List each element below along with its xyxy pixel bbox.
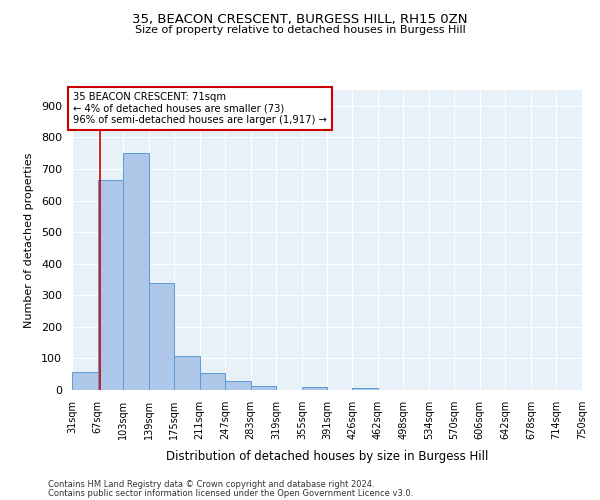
Bar bbox=[149, 284, 174, 390]
Bar bbox=[302, 388, 328, 390]
Text: 35 BEACON CRESCENT: 71sqm
← 4% of detached houses are smaller (73)
96% of semi-d: 35 BEACON CRESCENT: 71sqm ← 4% of detach… bbox=[73, 92, 326, 125]
Bar bbox=[200, 372, 225, 390]
Text: 35, BEACON CRESCENT, BURGESS HILL, RH15 0ZN: 35, BEACON CRESCENT, BURGESS HILL, RH15 … bbox=[132, 12, 468, 26]
Text: Contains public sector information licensed under the Open Government Licence v3: Contains public sector information licen… bbox=[48, 488, 413, 498]
Bar bbox=[98, 180, 123, 390]
Bar bbox=[251, 386, 276, 390]
Y-axis label: Number of detached properties: Number of detached properties bbox=[24, 152, 34, 328]
Bar bbox=[225, 382, 251, 390]
Bar bbox=[174, 356, 200, 390]
X-axis label: Distribution of detached houses by size in Burgess Hill: Distribution of detached houses by size … bbox=[166, 450, 488, 463]
Bar bbox=[72, 372, 98, 390]
Text: Size of property relative to detached houses in Burgess Hill: Size of property relative to detached ho… bbox=[134, 25, 466, 35]
Bar bbox=[123, 153, 149, 390]
Bar bbox=[352, 388, 378, 390]
Text: Contains HM Land Registry data © Crown copyright and database right 2024.: Contains HM Land Registry data © Crown c… bbox=[48, 480, 374, 489]
